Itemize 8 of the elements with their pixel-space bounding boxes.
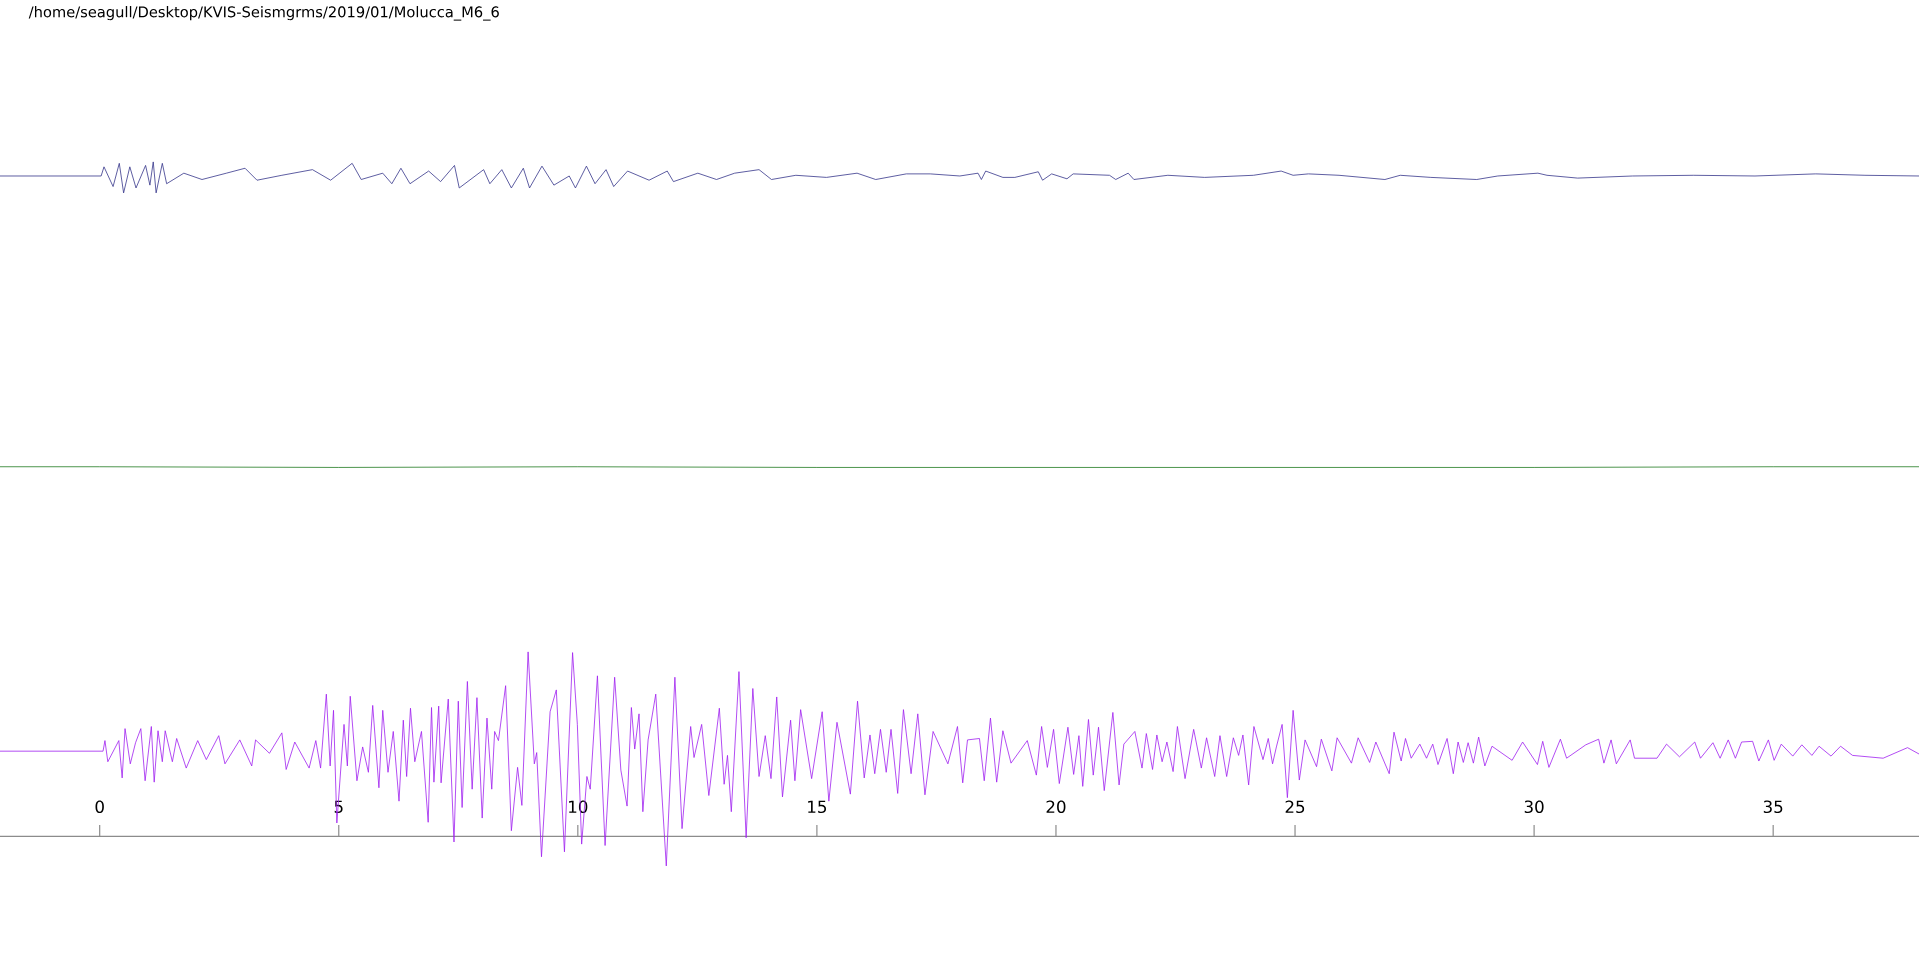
- x-tick-label: 25: [1285, 800, 1305, 814]
- x-tick-label: 10: [569, 800, 588, 814]
- x-tick-label: 0: [95, 800, 104, 814]
- x-tick-label: 15: [808, 800, 827, 814]
- chart-title: /home/seagull/Desktop/KVIS-Seismgrms/2019/01/Molucca_M6_6: [28, 6, 499, 21]
- x-tick-label: 30: [1524, 800, 1544, 814]
- x-tick-label: 20: [1046, 800, 1066, 814]
- x-tick-label: 35: [1763, 800, 1783, 814]
